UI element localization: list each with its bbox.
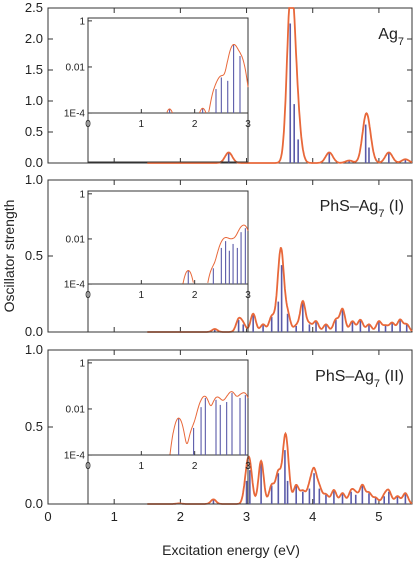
y-tick-label: 1.0 (25, 172, 43, 187)
inset-x-tick-label: 2 (192, 461, 198, 472)
inset-y-tick-label: 0.01 (66, 404, 86, 415)
spectrum-line (147, 7, 413, 164)
inset-x-tick-label: 1 (139, 119, 145, 130)
inset-y-tick-label: 1E-4 (64, 109, 86, 120)
y-tick-label: 0.0 (25, 324, 43, 339)
inset-y-tick-label: 1 (79, 16, 85, 27)
y-tick-label: 2.5 (25, 0, 43, 15)
inset-x-tick-label: 2 (192, 290, 198, 301)
y-tick-label: 0.5 (25, 124, 43, 139)
inset-x-tick-label: 2 (192, 119, 198, 130)
panel-label: Ag7 (378, 26, 404, 48)
inset-y-tick-label: 1 (79, 358, 85, 369)
y-tick-label: 1.0 (25, 93, 43, 108)
inset-3: 1 0.01 1E-40 1 2 3 (64, 358, 251, 505)
inset-y-tick-label: 1E-4 (64, 280, 86, 291)
inset-spectrum-line (182, 224, 249, 284)
y-tick-label: 1.5 (25, 62, 43, 77)
inset-x-tick-label: 3 (245, 461, 251, 472)
inset-x-tick-label: 3 (245, 119, 251, 130)
inset-x-tick-label: 1 (139, 290, 145, 301)
inset-x-tick-label: 0 (85, 119, 91, 130)
x-tick-label: 1 (111, 509, 118, 524)
y-tick-label: 1.0 (25, 342, 43, 357)
inset-y-tick-label: 1E-4 (64, 451, 86, 462)
spectrum-line (147, 247, 413, 333)
panel-label: PhS–Ag7 (I) (320, 198, 404, 220)
x-tick-label: 3 (243, 509, 250, 524)
inset-1: 1 0.01 1E-40 1 2 3 (64, 16, 251, 163)
y-tick-label: 0.0 (25, 155, 43, 170)
panel-1: 0.0 0.5 1.0 1.5 2.0 2.5 Ag7 1 0.01 1E-40 1 2 3 (25, 0, 413, 170)
inset-spectrum-line (166, 44, 249, 114)
inset-frame (87, 359, 249, 505)
x-axis-title: Excitation energy (eV) (162, 542, 300, 558)
y-tick-label: 0.0 (25, 496, 43, 511)
panel-label: PhS–Ag7 (II) (315, 368, 404, 390)
panel-frame (47, 7, 413, 164)
inset-spectrum-line (169, 391, 249, 455)
y-tick-label: 0.5 (25, 419, 43, 434)
x-tick-label: 0 (44, 509, 51, 524)
inset-x-tick-label: 3 (245, 290, 251, 301)
x-tick-label: 4 (309, 509, 316, 524)
inset-y-tick-label: 0.01 (66, 234, 86, 245)
panel-2: 0.0 0.5 1.0 PhS–Ag7 (I) 1 0.01 1E-40 1 2 3 (25, 172, 413, 339)
y-tick-label: 0.5 (25, 248, 43, 263)
inset-x-tick-label: 1 (139, 461, 145, 472)
x-tick-label: 2 (177, 509, 184, 524)
inset-2: 1 0.01 1E-40 1 2 3 (64, 189, 251, 333)
inset-x-tick-label: 0 (85, 290, 91, 301)
y-axis-title: Oscillator strength (1, 200, 17, 313)
x-tick-label: 5 (375, 509, 382, 524)
inset-frame (87, 190, 249, 333)
inset-y-tick-label: 1 (79, 189, 85, 200)
y-tick-label: 2.0 (25, 31, 43, 46)
inset-frame (87, 17, 249, 163)
inset-y-tick-label: 0.01 (66, 62, 86, 73)
inset-x-tick-label: 0 (85, 461, 91, 472)
